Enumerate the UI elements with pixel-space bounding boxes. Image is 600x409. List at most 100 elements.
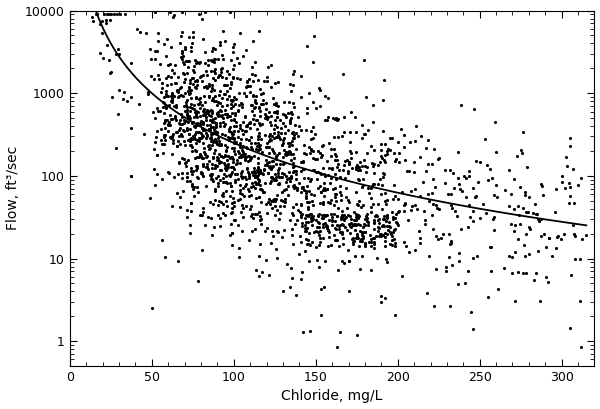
Point — [205, 172, 215, 178]
Point — [359, 56, 369, 63]
Point — [524, 251, 534, 257]
Point — [244, 153, 253, 160]
Point — [190, 123, 200, 129]
Point — [361, 162, 370, 169]
Point — [198, 72, 208, 78]
Point — [185, 115, 195, 121]
Point — [316, 171, 326, 178]
Point — [206, 124, 215, 130]
Point — [430, 184, 439, 190]
Point — [382, 151, 391, 157]
Point — [329, 202, 338, 208]
Point — [166, 135, 176, 141]
Point — [289, 241, 298, 248]
Point — [360, 216, 370, 222]
Point — [169, 12, 179, 18]
Point — [352, 211, 362, 218]
Point — [169, 92, 178, 99]
Point — [182, 126, 192, 133]
Point — [217, 192, 227, 198]
Point — [185, 90, 195, 97]
Point — [177, 175, 187, 181]
Point — [302, 110, 312, 117]
Point — [375, 159, 385, 166]
Point — [373, 223, 383, 230]
Point — [188, 29, 198, 36]
Point — [438, 231, 448, 238]
Point — [232, 161, 241, 167]
Point — [236, 173, 245, 180]
Point — [269, 197, 278, 203]
Point — [215, 158, 224, 164]
Point — [514, 203, 523, 209]
Point — [508, 270, 517, 276]
Point — [300, 221, 310, 228]
Point — [385, 229, 395, 235]
Point — [224, 92, 233, 99]
Point — [352, 331, 362, 338]
Point — [244, 137, 254, 143]
Point — [303, 206, 313, 213]
Point — [206, 107, 216, 114]
Point — [259, 189, 269, 195]
Point — [208, 138, 218, 145]
Point — [226, 97, 236, 104]
Point — [191, 108, 201, 115]
Point — [147, 305, 157, 312]
Point — [208, 45, 218, 52]
Point — [200, 151, 209, 157]
Point — [242, 122, 252, 129]
Point — [207, 117, 217, 124]
Point — [182, 213, 191, 220]
Point — [569, 200, 578, 206]
Point — [380, 157, 389, 164]
Point — [222, 110, 232, 117]
Point — [227, 134, 236, 141]
Point — [335, 174, 345, 181]
Point — [254, 133, 263, 139]
Point — [132, 26, 142, 32]
Point — [565, 143, 575, 149]
Point — [278, 111, 287, 118]
Point — [201, 182, 211, 189]
Point — [187, 87, 196, 94]
Point — [161, 88, 170, 95]
Point — [187, 105, 197, 112]
Point — [241, 47, 251, 54]
Point — [341, 213, 350, 220]
Point — [298, 211, 307, 217]
Point — [200, 151, 209, 157]
Point — [330, 218, 340, 224]
Point — [330, 171, 340, 177]
Point — [206, 131, 215, 138]
Point — [211, 186, 220, 192]
Point — [430, 302, 439, 309]
Point — [253, 181, 263, 188]
Point — [230, 177, 240, 184]
Point — [313, 213, 323, 220]
Point — [315, 228, 325, 234]
Point — [163, 121, 172, 128]
Point — [188, 80, 198, 87]
Point — [284, 140, 293, 146]
Point — [113, 46, 123, 53]
Point — [369, 181, 379, 187]
Point — [219, 82, 229, 89]
Point — [134, 101, 144, 107]
Point — [184, 88, 194, 94]
Point — [188, 67, 197, 73]
Point — [210, 128, 220, 134]
Point — [369, 216, 379, 223]
Point — [352, 149, 361, 155]
Point — [410, 137, 420, 144]
Point — [260, 132, 270, 138]
Point — [209, 150, 218, 156]
Point — [185, 178, 195, 185]
Point — [431, 265, 441, 272]
Point — [287, 130, 297, 136]
Point — [212, 110, 221, 117]
Point — [197, 125, 206, 132]
Point — [340, 157, 349, 164]
Point — [552, 234, 562, 240]
Point — [281, 179, 290, 186]
